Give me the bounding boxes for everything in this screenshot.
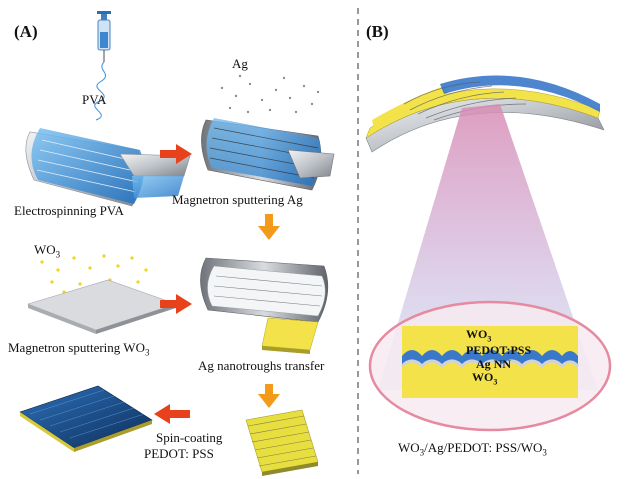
wo3-substrate bbox=[27, 279, 177, 334]
panel-a-label: (A) bbox=[14, 22, 38, 41]
layer-stack bbox=[400, 326, 580, 398]
arrow-down-1 bbox=[258, 214, 280, 240]
ag-sputtered-collector bbox=[201, 118, 335, 191]
arrow-left-3 bbox=[154, 404, 190, 424]
ag-on-wo3-substrate bbox=[245, 409, 319, 476]
electrospinning-caption: Electrospinning PVA bbox=[14, 203, 124, 218]
sputter-wo3-caption: Magnetron sputtering WO3 bbox=[8, 340, 150, 358]
spin-coating-caption: Spin-coating bbox=[156, 430, 223, 445]
sputter-ag-caption: Magnetron sputtering Ag bbox=[172, 192, 303, 207]
wo3-label: WO3 bbox=[34, 242, 61, 260]
ag-particles bbox=[220, 74, 320, 114]
layer-wo3-bottom: WO3 bbox=[472, 370, 498, 387]
syringe-icon bbox=[94, 11, 111, 121]
ag-label: Ag bbox=[232, 56, 248, 71]
pva-label: PVA bbox=[82, 92, 107, 107]
arrow-right-1 bbox=[160, 144, 192, 164]
layer-pedot: PEDOT:PSS bbox=[466, 343, 532, 357]
arrow-right-2 bbox=[160, 294, 192, 314]
final-film bbox=[19, 385, 153, 452]
pedot-pss-caption: PEDOT: PSS bbox=[144, 446, 214, 461]
arrow-down-2 bbox=[258, 384, 280, 408]
panel-b-label: (B) bbox=[366, 22, 389, 41]
structure-caption: WO3/Ag/PEDOT: PSS/WO3 bbox=[398, 440, 547, 458]
transfer-caption: Ag nanotroughs transfer bbox=[198, 358, 325, 373]
transfer-collector bbox=[200, 257, 329, 354]
layer-ag-nn: Ag NN bbox=[476, 357, 511, 371]
flexible-device bbox=[365, 75, 605, 153]
layer-wo3-top: WO3 bbox=[466, 327, 492, 344]
electrospinning-collector bbox=[25, 128, 191, 207]
